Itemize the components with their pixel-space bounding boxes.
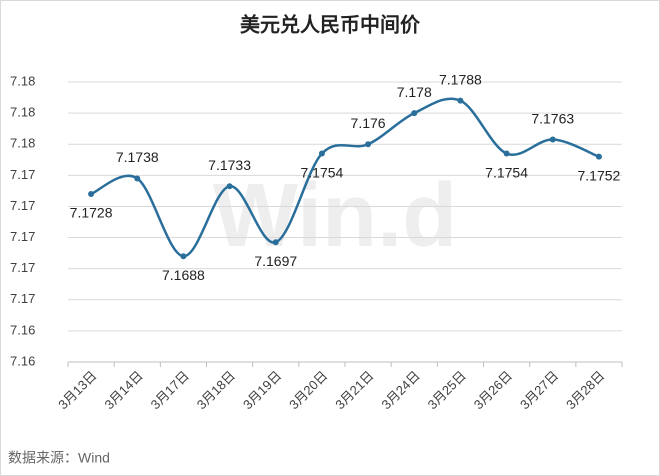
data-label: 7.1688 [162, 267, 205, 283]
y-tick-label: 7.18 [10, 105, 35, 120]
watermark: Win.d [213, 166, 457, 266]
data-point [272, 239, 279, 246]
data-point [411, 110, 418, 117]
data-point [88, 191, 95, 197]
y-tick-label: 7.17 [10, 229, 35, 244]
y-tick-label: 7.17 [10, 167, 35, 182]
data-point [134, 175, 141, 182]
data-point [180, 253, 187, 260]
data-label: 7.176 [351, 115, 386, 131]
data-label: 7.1752 [578, 167, 621, 183]
source-note: 数据来源：Wind [8, 450, 110, 466]
y-tick-label: 7.18 [10, 73, 35, 88]
y-tick-label: 7.17 [10, 291, 35, 306]
data-label: 7.1728 [70, 205, 113, 221]
data-label: 7.1763 [531, 110, 574, 126]
data-label: 7.178 [397, 84, 432, 100]
chart-title: 美元兑人民币中间价 [240, 12, 421, 36]
data-point [226, 183, 233, 190]
y-tick-label: 7.18 [10, 136, 35, 151]
data-label: 7.1754 [485, 164, 528, 180]
y-tick-label: 7.17 [10, 198, 35, 213]
data-label: 7.1733 [208, 157, 251, 173]
y-tick-label: 7.16 [10, 322, 35, 337]
data-label: 7.1738 [116, 149, 159, 165]
data-label: 7.1754 [301, 164, 344, 180]
data-label: 7.1788 [439, 71, 482, 87]
data-point [365, 141, 372, 148]
data-point [457, 97, 464, 104]
data-point [318, 150, 325, 157]
data-point [503, 150, 510, 157]
data-point [549, 136, 556, 143]
y-tick-label: 7.17 [10, 260, 35, 275]
data-label: 7.1697 [254, 253, 297, 269]
y-tick-label: 7.16 [10, 353, 35, 368]
data-point [595, 153, 602, 160]
